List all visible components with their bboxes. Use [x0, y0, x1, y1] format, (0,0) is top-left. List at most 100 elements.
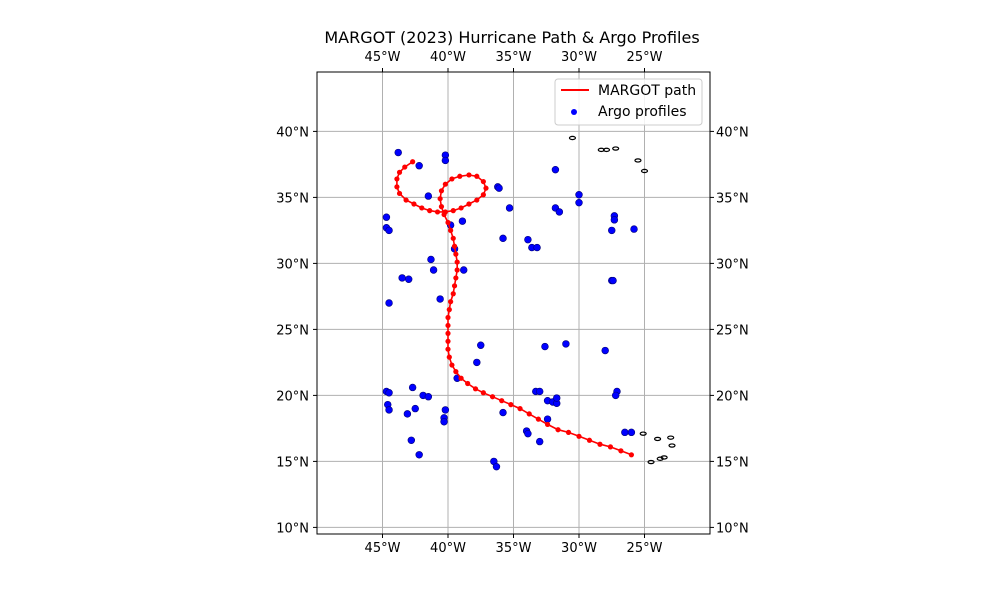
legend: MARGOT path Argo profiles	[554, 78, 703, 126]
margot-path	[394, 159, 635, 458]
margot-path-point	[576, 433, 582, 439]
x-tick-label-top: 45°W	[365, 50, 401, 65]
margot-path-point	[437, 196, 443, 202]
argo-profile-point	[385, 226, 393, 235]
margot-path-point	[419, 205, 425, 211]
margot-path-point	[607, 444, 614, 450]
island	[653, 436, 662, 442]
argo-profile-point	[621, 428, 629, 437]
island	[639, 431, 647, 436]
legend-argo-label: Argo profiles	[598, 104, 687, 120]
margot-path-point	[448, 227, 454, 233]
argo-profile-point	[553, 394, 561, 402]
margot-path-point	[451, 243, 458, 249]
argo-profile-point	[460, 266, 468, 274]
argo-profile-point	[436, 295, 444, 303]
argo-profile-point	[411, 404, 419, 413]
margot-path-point	[394, 184, 400, 190]
margot-path-point	[434, 209, 441, 215]
margot-path-point	[445, 314, 451, 321]
margot-path-point	[474, 173, 480, 179]
argo-profile-point	[394, 148, 402, 157]
margot-path-point	[446, 354, 452, 360]
y-tick-label-left: 35°N	[276, 191, 309, 206]
argo-profile-point	[609, 276, 617, 285]
argo-profile-point	[477, 341, 485, 349]
argo-profile-point	[627, 428, 636, 437]
margot-path-point	[457, 173, 463, 179]
margot-path-point	[442, 181, 448, 187]
x-tick-label-bottom: 45°W	[365, 541, 401, 556]
argo-profile-point	[524, 235, 532, 244]
argo-profile-point	[562, 340, 570, 348]
y-tick-label-right: 35°N	[716, 191, 749, 206]
y-tick-label-left: 30°N	[276, 257, 309, 272]
argo-profile-markers	[382, 148, 638, 471]
margot-path-point	[450, 235, 456, 241]
margot-path-point	[445, 338, 451, 344]
argo-profile-point	[441, 156, 450, 165]
argo-profile-point	[441, 406, 450, 414]
argo-profile-point	[415, 162, 423, 170]
margot-path-point	[438, 204, 445, 210]
y-tick-label-right: 40°N	[716, 125, 749, 140]
argo-profile-point	[575, 198, 583, 207]
margot-path-point	[458, 205, 464, 211]
argo-profile-point	[403, 410, 412, 418]
argo-profile-point	[473, 358, 481, 367]
x-tick-label-top: 30°W	[561, 50, 597, 65]
argo-profile-point	[429, 266, 438, 274]
x-tick-label-top: 40°W	[430, 50, 466, 65]
argo-profile-point	[541, 342, 549, 351]
margot-path-point	[535, 416, 541, 422]
margot-path-point	[586, 437, 593, 443]
margot-path-point	[555, 427, 561, 433]
argo-profile-point	[611, 391, 620, 400]
argo-profile-point	[535, 437, 544, 446]
argo-profile-point	[495, 184, 503, 192]
margot-path-point	[526, 411, 532, 417]
y-tick-label-left: 15°N	[276, 455, 309, 470]
island	[668, 443, 676, 448]
margot-path-point	[450, 291, 456, 297]
island	[634, 158, 642, 163]
argo-profile-point	[499, 408, 507, 417]
margot-path-point	[403, 197, 409, 203]
margot-path-point	[453, 251, 459, 257]
coastline-islands	[568, 135, 676, 465]
argo-profile-point	[407, 436, 416, 444]
argo-profile-point	[555, 208, 564, 216]
margot-path-point	[618, 448, 624, 454]
y-tick-label-left: 10°N	[276, 521, 309, 536]
margot-path-point	[480, 390, 486, 396]
island	[602, 147, 611, 153]
argo-profile-point	[535, 387, 544, 396]
margot-path-point	[396, 169, 403, 175]
island	[612, 146, 620, 151]
argo-profile-point	[405, 275, 413, 283]
margot-path-line	[396, 161, 632, 456]
margot-path-point	[453, 369, 459, 375]
margot-path-point	[517, 406, 523, 412]
x-tick-label-bottom: 40°W	[430, 541, 466, 556]
margot-path-point	[449, 176, 455, 182]
margot-path-point	[396, 190, 403, 197]
argo-profile-point	[385, 299, 393, 307]
island	[640, 168, 649, 174]
margot-path-point	[442, 209, 448, 215]
island	[656, 456, 664, 461]
margot-path-point	[474, 197, 480, 203]
margot-path-point	[445, 322, 451, 329]
margot-path-point	[489, 394, 496, 400]
argo-profile-point	[415, 451, 423, 459]
argo-profile-point	[458, 217, 467, 225]
x-tick-label-bottom: 35°W	[496, 541, 532, 556]
margot-path-point	[458, 375, 464, 381]
chart-title: MARGOT (2023) Hurricane Path & Argo Prof…	[324, 28, 699, 47]
legend-argo-swatch	[571, 109, 577, 115]
argo-profile-point	[575, 191, 583, 199]
margot-path-point	[454, 267, 460, 273]
margot-path-point	[427, 208, 433, 214]
margot-path-point	[466, 172, 472, 178]
argo-profile-point	[601, 346, 609, 355]
